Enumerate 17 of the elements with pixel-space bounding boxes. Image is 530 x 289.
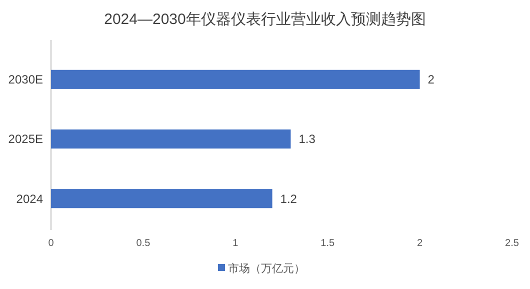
y-tick-label: 2025E [8,132,43,146]
legend-label: 市场（万亿元） [228,262,305,275]
chart-title: 2024—2030年仪器仪表行业营业收入预测趋势图 [104,11,426,28]
bar [51,129,291,149]
x-tick-label: 0 [48,238,54,249]
x-tick-label: 2 [417,238,424,249]
bar [51,70,420,89]
x-tick-label: 2.5 [505,238,520,249]
data-label: 1.3 [298,132,316,146]
bar [51,189,272,208]
data-label: 2 [428,72,435,87]
x-tick-label: 0.5 [136,238,151,249]
y-tick-label: 2030E [8,72,43,87]
data-label: 1.2 [280,192,298,206]
y-tick-label: 2024 [16,192,44,206]
x-tick-label: 1.5 [320,238,335,249]
x-tick-label: 1 [232,238,239,249]
